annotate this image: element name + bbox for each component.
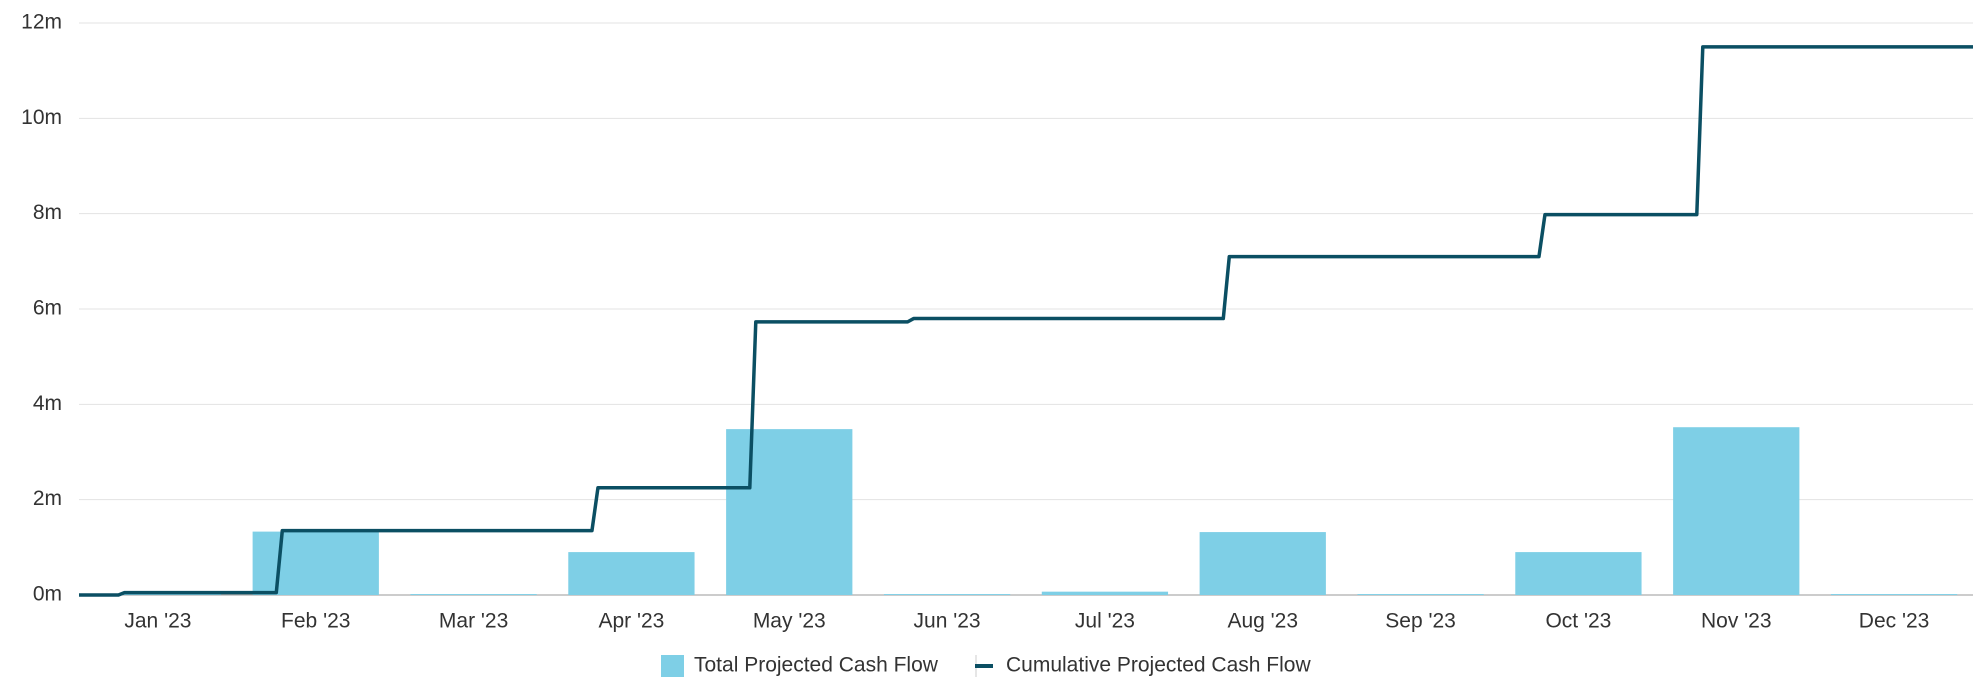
x-tick-label: Dec '23 [1859,610,1930,633]
y-tick-label: 0m [33,583,62,606]
x-tick-label: Jun '23 [914,610,981,633]
cumulative-line [79,45,1973,597]
bar [410,594,537,595]
y-tick-label: 6m [33,297,62,320]
bar [726,429,853,595]
x-tick-label: Feb '23 [281,610,350,633]
bar [94,594,222,595]
legend-swatch [661,655,684,677]
bar [252,531,379,595]
x-tick-label: Mar '23 [439,610,508,633]
x-tick-label: Aug '23 [1227,610,1298,633]
y-tick-label: 12m [21,11,62,34]
legend-label: Cumulative Projected Cash Flow [1006,654,1311,677]
legend-label: Total Projected Cash Flow [694,654,939,677]
y-tick-label: 10m [21,106,62,129]
y-tick-label: 4m [33,392,62,415]
bar [1041,591,1169,595]
x-tick-label: Nov '23 [1701,610,1772,633]
x-tick-label: Jul '23 [1075,610,1135,633]
x-tick-label: Apr '23 [598,610,664,633]
bar [1357,594,1484,595]
x-tick-label: May '23 [753,610,826,633]
bar [1515,552,1642,595]
bar [1673,427,1800,595]
y-tick-label: 8m [33,201,62,224]
bar [1199,532,1326,595]
bar [883,594,1011,595]
x-tick-label: Sep '23 [1385,610,1456,633]
bar [1830,594,1958,595]
x-tick-label: Jan '23 [124,610,191,633]
x-tick-label: Oct '23 [1545,610,1611,633]
y-tick-label: 2m [33,487,62,510]
bar [568,552,695,595]
